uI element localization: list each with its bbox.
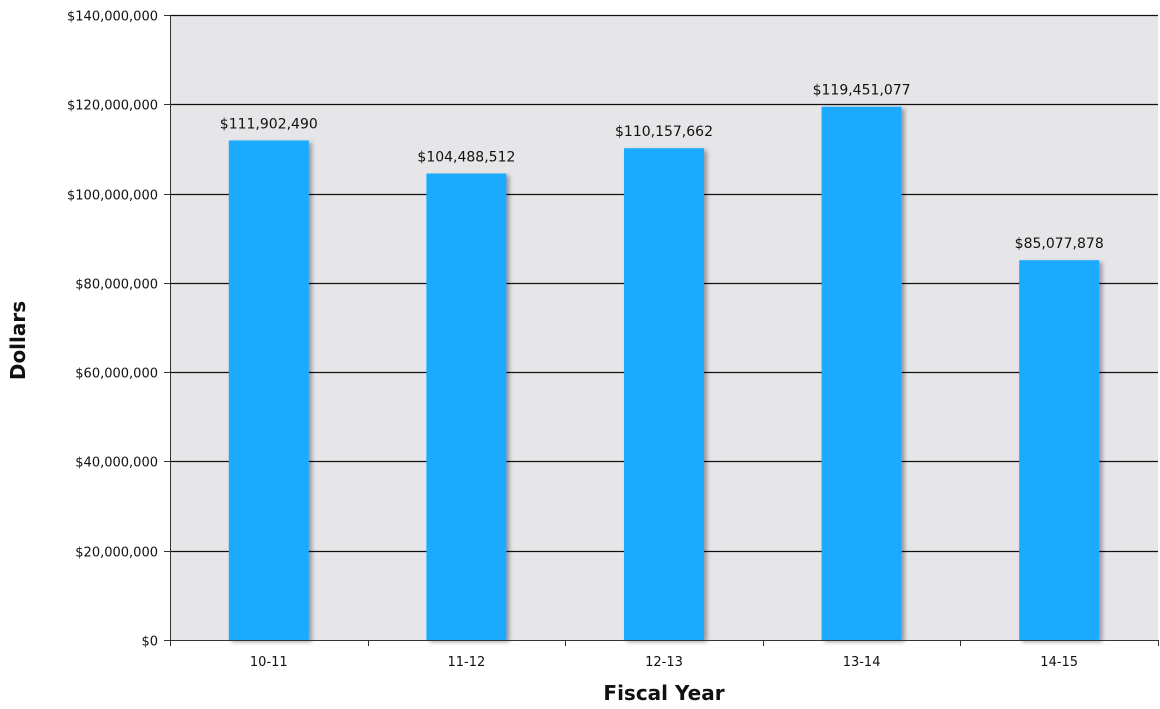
y-tick-label: $20,000,000 [75,546,158,561]
bar-12-13 [624,148,704,640]
bar-13-14 [821,106,902,640]
bar-11-12 [426,173,507,640]
y-tick-label: $40,000,000 [75,456,158,471]
y-tick-label: $120,000,000 [67,99,158,114]
bar-10-11 [228,140,309,641]
x-tick-label: 13-14 [843,655,881,670]
data-label: $104,488,512 [417,150,515,166]
data-label: $111,902,490 [220,116,318,132]
y-tick-label: $100,000,000 [67,189,158,204]
data-label: $110,157,662 [615,124,713,140]
bars [228,106,1100,641]
y-tick-label: $140,000,000 [67,10,158,25]
x-tick-label: 10-11 [250,655,288,670]
y-tick-label: $0 [141,635,158,650]
y-axis-title: Dollars [6,301,30,380]
labels: $0 $20,000,000 $40,000,000 $60,000,000 $80,0… [67,10,1104,671]
x-axis-title: Fiscal Year [603,681,724,705]
bar-14-15 [1019,260,1100,640]
y-tick-label: $80,000,000 [75,278,158,293]
x-tick-label: 12-13 [645,655,683,670]
y-tick-label: $60,000,000 [75,367,158,382]
axes [164,15,1159,646]
x-tick-label: 14-15 [1040,655,1078,670]
data-label: $85,077,878 [1015,236,1104,252]
data-label: $119,451,077 [813,83,911,99]
x-tick-label: 11-12 [448,655,486,670]
